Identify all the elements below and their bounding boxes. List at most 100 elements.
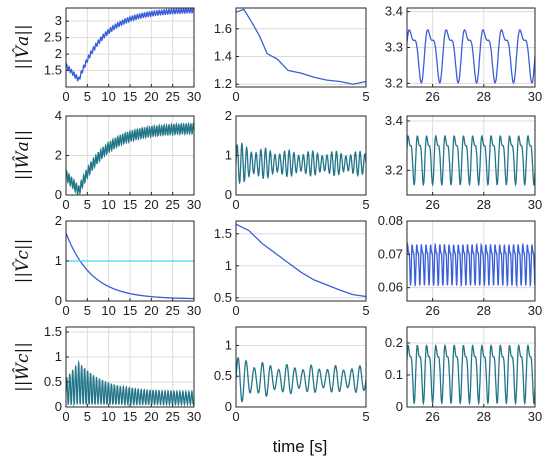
row-label-4: ||Ŵc|| xyxy=(12,342,33,392)
y-tick-label: 1.5 xyxy=(44,63,62,78)
x-tick-label: 0 xyxy=(232,89,239,104)
y-tick-label: 0 xyxy=(225,187,232,202)
y-tick-label: 1.5 xyxy=(214,226,232,241)
y-tick-label: 0.5 xyxy=(214,368,232,383)
y-tick-label: 0 xyxy=(55,187,62,202)
x-tick-label: 5 xyxy=(362,89,369,104)
axes-frame xyxy=(406,220,536,302)
y-tick-label: 1 xyxy=(55,349,62,364)
y-tick-label: 1.5 xyxy=(44,324,62,339)
x-tick-label: 30 xyxy=(528,89,542,104)
x-tick-label: 0 xyxy=(232,303,239,318)
x-tick-label: 30 xyxy=(528,409,542,424)
y-tick-label: 0.1 xyxy=(385,367,403,382)
x-tick-label: 30 xyxy=(187,89,201,104)
y-tick-label: 0 xyxy=(225,399,232,414)
y-tick-label: 2 xyxy=(55,213,62,228)
y-tick-label: 0 xyxy=(396,399,403,414)
x-tick-label: 20 xyxy=(144,303,158,318)
x-tick-label: 25 xyxy=(165,303,179,318)
y-tick-label: 2 xyxy=(55,46,62,61)
x-tick-label: 0 xyxy=(62,197,69,212)
axes-frame xyxy=(406,115,536,196)
x-tick-label: 15 xyxy=(123,409,137,424)
x-tick-label: 5 xyxy=(362,303,369,318)
y-tick-label: 0.07 xyxy=(378,246,403,261)
x-tick-label: 26 xyxy=(425,409,439,424)
axes-frame xyxy=(406,326,536,408)
x-tick-label: 25 xyxy=(165,197,179,212)
x-tick-label: 5 xyxy=(84,409,91,424)
row-label-3: ||V̂c|| xyxy=(13,239,33,284)
x-tick-label: 0 xyxy=(62,89,69,104)
x-tick-label: 5 xyxy=(84,303,91,318)
x-tick-label: 0 xyxy=(232,197,239,212)
series-line-1 xyxy=(236,223,366,298)
y-tick-label: 0 xyxy=(55,399,62,414)
y-tick-label: 1 xyxy=(225,337,232,352)
y-tick-label: 1.4 xyxy=(214,49,232,64)
y-tick-label: 0 xyxy=(55,293,62,308)
x-tick-label: 30 xyxy=(187,409,201,424)
x-tick-label: 30 xyxy=(187,197,201,212)
row-labels: ||V̂a|| ||Ŵa|| ||V̂c|| ||Ŵc|| xyxy=(12,24,33,392)
subplot-r2-c2: 0 5 0 1 2 xyxy=(225,108,370,212)
x-tick-label: 15 xyxy=(123,303,137,318)
x-tick-label: 28 xyxy=(477,89,491,104)
x-tick-label: 28 xyxy=(477,409,491,424)
x-tick-label: 28 xyxy=(477,303,491,318)
x-tick-label: 5 xyxy=(362,409,369,424)
x-tick-label: 0 xyxy=(62,303,69,318)
series-line-1 xyxy=(66,121,194,195)
x-tick-label: 28 xyxy=(477,197,491,212)
x-tick-label: 10 xyxy=(101,89,115,104)
series-line-1 xyxy=(66,8,194,82)
x-tick-label: 10 xyxy=(101,197,115,212)
plot-area xyxy=(235,220,367,302)
y-tick-label: 1 xyxy=(225,258,232,273)
y-tick-label: 3.2 xyxy=(385,162,403,177)
x-tick-label: 5 xyxy=(362,197,369,212)
x-tick-label: 30 xyxy=(528,197,542,212)
y-tick-label: 1 xyxy=(225,148,232,163)
x-tick-label: 0 xyxy=(232,409,239,424)
subplot-r3-c3: 26 28 30 0.06 0.07 0.08 xyxy=(378,213,543,318)
x-tick-label: 20 xyxy=(144,89,158,104)
y-tick-label: 3.4 xyxy=(385,4,403,19)
y-tick-label: 0.2 xyxy=(385,335,403,350)
series-line-1 xyxy=(407,344,535,406)
x-tick-label: 10 xyxy=(101,303,115,318)
x-tick-label: 5 xyxy=(84,89,91,104)
y-tick-label: 2 xyxy=(55,148,62,163)
x-tick-label: 0 xyxy=(62,409,69,424)
subplot-r1-c2: 0 5 1.2 1.4 1.6 xyxy=(214,7,370,104)
x-tick-label: 25 xyxy=(165,409,179,424)
y-tick-label: 0.5 xyxy=(44,374,62,389)
series-line-1 xyxy=(407,242,535,288)
row-label-1: ||V̂a|| xyxy=(13,24,33,69)
subplot-r1-c3: 26 28 30 3.2 3.3 3.4 xyxy=(385,4,542,104)
y-tick-label: 3.3 xyxy=(385,40,403,55)
x-tick-label: 20 xyxy=(144,197,158,212)
axes-frame xyxy=(235,220,367,302)
y-tick-label: 3.2 xyxy=(385,75,403,90)
x-tick-label: 5 xyxy=(84,197,91,212)
plot-area xyxy=(235,326,367,408)
x-tick-label: 15 xyxy=(123,197,137,212)
subplot-r3-c2: 0 5 0.5 1 1.5 xyxy=(214,220,370,318)
x-tick-label: 10 xyxy=(101,409,115,424)
y-tick-label: 0.08 xyxy=(378,213,403,228)
axes-frame xyxy=(235,7,367,88)
series-line-1 xyxy=(407,134,535,187)
x-tick-label: 15 xyxy=(123,89,137,104)
subplot-r4-c3: 26 28 30 0 0.1 0.2 xyxy=(385,326,542,424)
x-axis-label: time [s] xyxy=(273,437,328,456)
row-label-2: ||Ŵa|| xyxy=(12,130,33,181)
x-tick-label: 26 xyxy=(425,89,439,104)
axes-frame xyxy=(235,326,367,408)
y-tick-label: 0.06 xyxy=(378,280,403,295)
